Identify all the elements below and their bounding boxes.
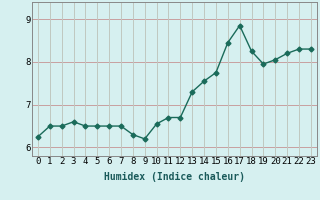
X-axis label: Humidex (Indice chaleur): Humidex (Indice chaleur)	[104, 172, 245, 182]
